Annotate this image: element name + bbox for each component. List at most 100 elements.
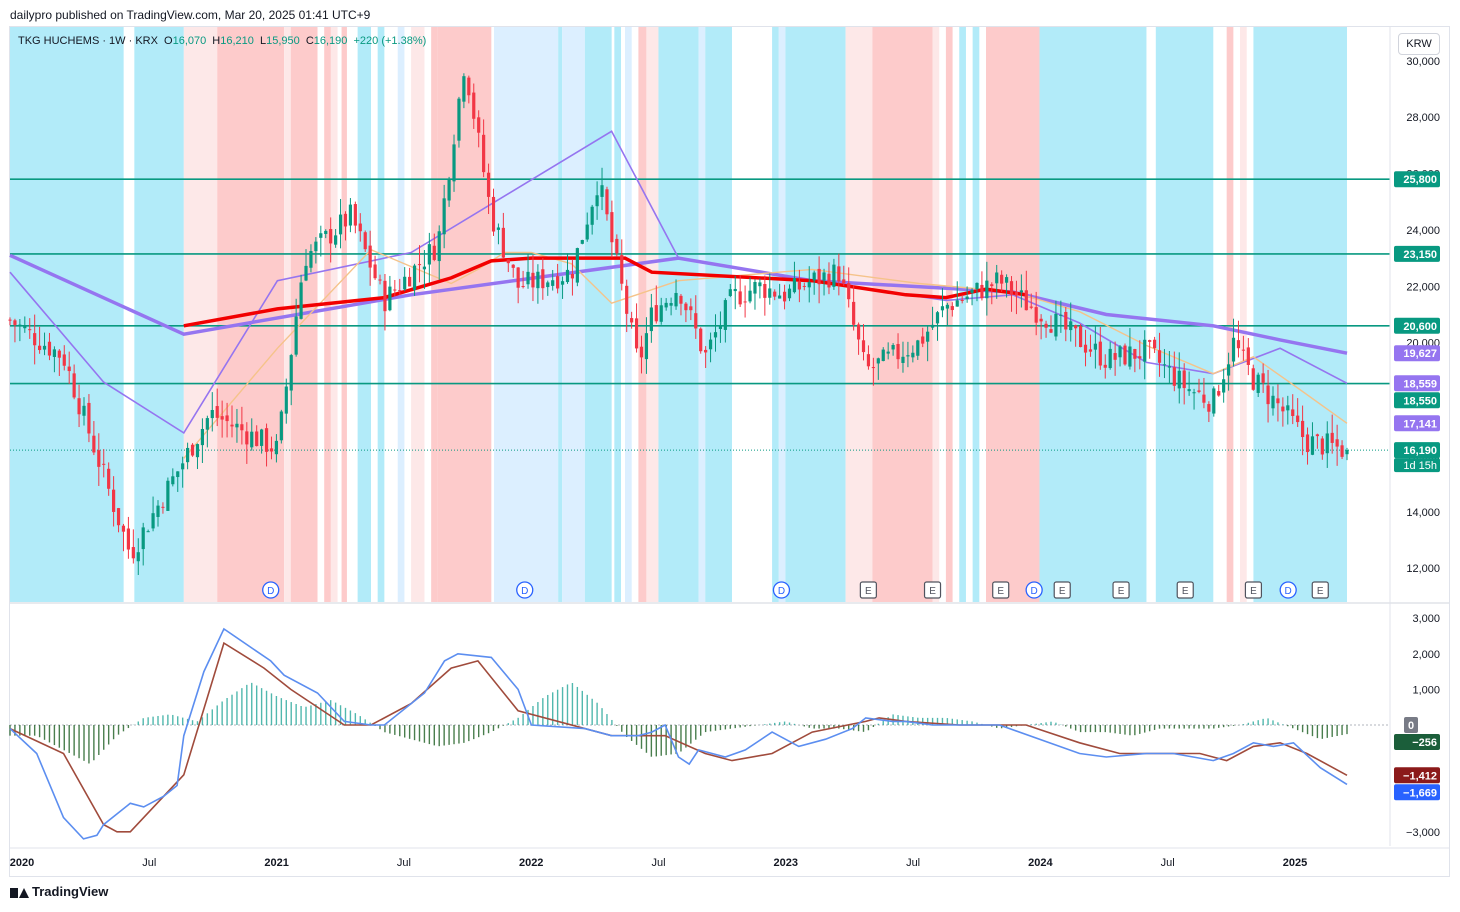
candle-up xyxy=(536,271,540,289)
price-tag-ma_short xyxy=(1394,415,1440,432)
candle-down xyxy=(521,286,525,288)
candle-up xyxy=(659,305,663,322)
candle-down xyxy=(368,245,372,268)
candle-up xyxy=(42,345,47,350)
footer-brand[interactable]: TradingView xyxy=(10,884,108,899)
candle-up xyxy=(1167,366,1171,368)
candle-down xyxy=(47,341,52,356)
candle-up xyxy=(930,324,935,328)
candle-up xyxy=(822,272,826,281)
candle-down xyxy=(763,283,767,298)
candle-down xyxy=(491,196,496,232)
regime-band xyxy=(411,27,425,602)
candle-down xyxy=(570,274,575,279)
candle-up xyxy=(970,290,974,293)
candle-down xyxy=(1044,323,1048,328)
candle-up xyxy=(319,233,323,238)
candle-up xyxy=(210,409,214,419)
candle-up xyxy=(718,325,723,329)
candle-down xyxy=(802,285,806,287)
candle-down xyxy=(1064,311,1068,330)
earnings-marker-label: E xyxy=(1317,586,1324,597)
candle-down xyxy=(1123,345,1127,365)
chart-frame xyxy=(9,26,1450,877)
macd-tick-label: 3,000 xyxy=(1412,613,1440,625)
candle-down xyxy=(694,313,698,329)
candle-up xyxy=(886,351,890,354)
dividend-marker-label: D xyxy=(1031,586,1038,597)
candle-down xyxy=(467,77,471,96)
price-tag-text: 17,141 xyxy=(1403,418,1437,430)
candle-up xyxy=(723,300,727,330)
open-label: O xyxy=(164,35,173,47)
currency-button[interactable]: KRW xyxy=(1398,33,1440,55)
earnings-marker xyxy=(1112,581,1130,599)
candle-up xyxy=(1108,348,1112,369)
candle-up xyxy=(205,418,209,430)
price-labels: 25,800 23,150 20,600 19,627 18,559 18,550 17,1… xyxy=(1394,171,1440,473)
candle-up xyxy=(891,344,895,350)
earnings-marker xyxy=(923,581,942,599)
candle-down xyxy=(866,354,871,367)
time-tick-label: 2024 xyxy=(1028,857,1053,869)
candle-up xyxy=(195,444,200,458)
candle-up xyxy=(955,300,959,307)
candle-down xyxy=(980,284,984,299)
candle-down xyxy=(1009,281,1014,295)
candle-down xyxy=(837,266,841,282)
macd-tick-label: 1,000 xyxy=(1412,684,1440,696)
regime-band xyxy=(584,27,612,602)
close-label: C xyxy=(305,35,314,47)
candle-up xyxy=(600,185,604,197)
candle-up xyxy=(496,227,501,230)
candle-down xyxy=(1281,406,1285,412)
candle-down xyxy=(738,291,742,305)
candle-up xyxy=(447,179,451,201)
candle-up xyxy=(279,411,283,441)
candle-down xyxy=(1088,349,1093,352)
candle-down xyxy=(72,373,76,398)
time-tick-label: Jul xyxy=(1161,857,1175,869)
regime-band xyxy=(341,27,347,602)
macd-tag-zero xyxy=(1404,717,1418,733)
dividend-marker xyxy=(772,581,791,599)
candle-up xyxy=(792,278,797,293)
candle-down xyxy=(921,336,925,344)
candle-up xyxy=(1192,392,1196,394)
candle-down xyxy=(1083,344,1088,353)
candle-down xyxy=(531,272,535,288)
high-label: H xyxy=(212,35,221,47)
candle-down xyxy=(329,229,333,244)
regime-band xyxy=(945,27,953,602)
candle-down xyxy=(1133,348,1137,359)
regime-band xyxy=(614,27,622,602)
candle-down xyxy=(990,284,994,287)
candle-up xyxy=(551,280,555,286)
candle-down xyxy=(1024,290,1028,311)
candle-up xyxy=(274,440,279,455)
candle-down xyxy=(190,444,195,456)
candle-down xyxy=(1172,367,1176,386)
candle-down xyxy=(605,189,609,215)
candle-down xyxy=(773,291,777,297)
candle-down xyxy=(28,329,32,331)
time-tick-label: 2023 xyxy=(774,857,798,869)
ma-long-line xyxy=(9,253,1348,355)
regime-band xyxy=(324,27,331,602)
candle-up xyxy=(876,358,880,364)
earnings-marker-label: E xyxy=(1059,586,1066,597)
price-tag-text: 23,150 xyxy=(1403,249,1437,261)
candle-down xyxy=(704,349,708,353)
candle-down xyxy=(1330,432,1334,443)
price-tag-text: 25,800 xyxy=(1403,174,1437,186)
candle-down xyxy=(861,340,866,353)
candle-down xyxy=(1315,434,1319,437)
price-tick-label: 22,000 xyxy=(1406,281,1440,293)
candle-up xyxy=(1286,405,1290,411)
candle-up xyxy=(807,281,811,288)
candle-down xyxy=(67,366,71,372)
macd-line xyxy=(9,627,1348,840)
candle-down xyxy=(1157,350,1162,363)
candle-up xyxy=(1059,314,1063,316)
